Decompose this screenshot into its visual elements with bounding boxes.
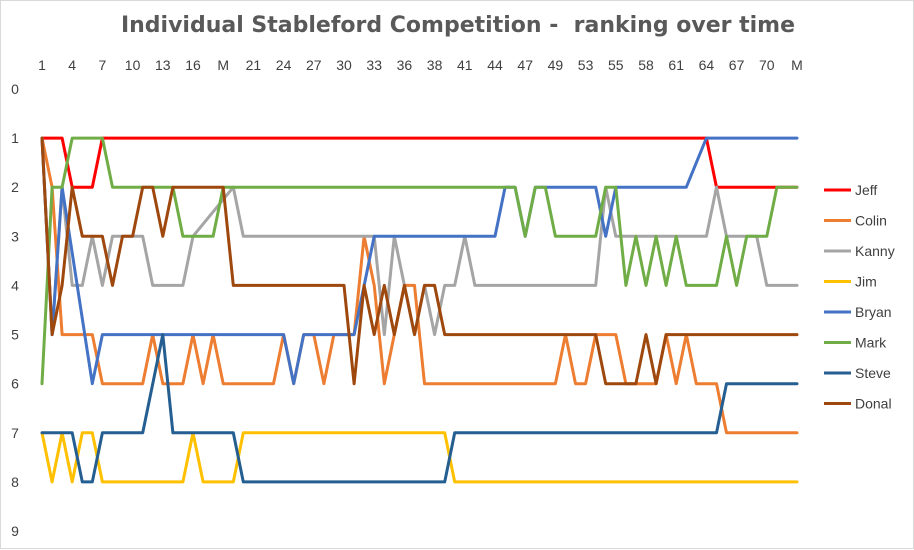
x-tick-label: 10	[125, 57, 141, 73]
x-tick-label: 13	[155, 57, 171, 73]
x-tick-label: 64	[699, 57, 715, 73]
legend-label-steve: Steve	[855, 365, 891, 381]
legend-label-jim: Jim	[855, 274, 877, 290]
x-tick-label: 1	[38, 57, 46, 73]
y-tick-label: 7	[11, 425, 19, 441]
x-tick-label: 7	[99, 57, 107, 73]
legend-label-donal: Donal	[855, 396, 892, 412]
x-tick-label: M	[791, 57, 803, 73]
x-tick-label: 33	[366, 57, 382, 73]
x-tick-label: 44	[487, 57, 503, 73]
x-tick-label: 53	[578, 57, 594, 73]
y-tick-label: 6	[11, 376, 19, 392]
y-tick-label: 5	[11, 327, 19, 343]
chart-title: Individual Stableford Competition - rank…	[120, 13, 796, 38]
x-tick-label: 67	[729, 57, 745, 73]
x-tick-label: 41	[457, 57, 473, 73]
series-line-mark	[40, 136, 799, 386]
y-tick-label: 3	[11, 228, 19, 244]
x-tick-label: 21	[246, 57, 262, 73]
x-tick-label: 58	[638, 57, 654, 73]
y-tick-label: 4	[11, 277, 19, 293]
legend-label-kanny: Kanny	[855, 243, 895, 259]
series-line-jim	[40, 431, 799, 484]
series-line-kanny	[40, 136, 799, 337]
series-line-donal	[40, 136, 799, 386]
y-tick-label: 1	[11, 130, 19, 146]
legend-label-colin: Colin	[855, 213, 887, 229]
x-tick-label: M	[217, 57, 229, 73]
x-tick-label: 55	[608, 57, 624, 73]
y-tick-label: 8	[11, 474, 19, 490]
y-tick-label: 9	[11, 523, 19, 539]
series-line-steve	[40, 333, 799, 484]
x-tick-label: 30	[336, 57, 352, 73]
y-tick-label: 0	[11, 81, 19, 97]
x-tick-label: 4	[68, 57, 76, 73]
y-tick-label: 2	[11, 179, 19, 195]
x-tick-label: 49	[548, 57, 564, 73]
legend-label-jeff: Jeff	[855, 182, 877, 198]
x-tick-label: 38	[427, 57, 443, 73]
x-tick-label: 27	[306, 57, 322, 73]
x-tick-label: 24	[276, 57, 292, 73]
x-tick-label: 70	[759, 57, 775, 73]
series-line-jeff	[40, 136, 799, 189]
x-tick-label: 36	[397, 57, 413, 73]
x-tick-label: 47	[517, 57, 533, 73]
legend-label-bryan: Bryan	[855, 304, 892, 320]
legend-label-mark: Mark	[855, 335, 887, 351]
x-tick-label: 16	[185, 57, 201, 73]
x-tick-label: 61	[668, 57, 684, 73]
